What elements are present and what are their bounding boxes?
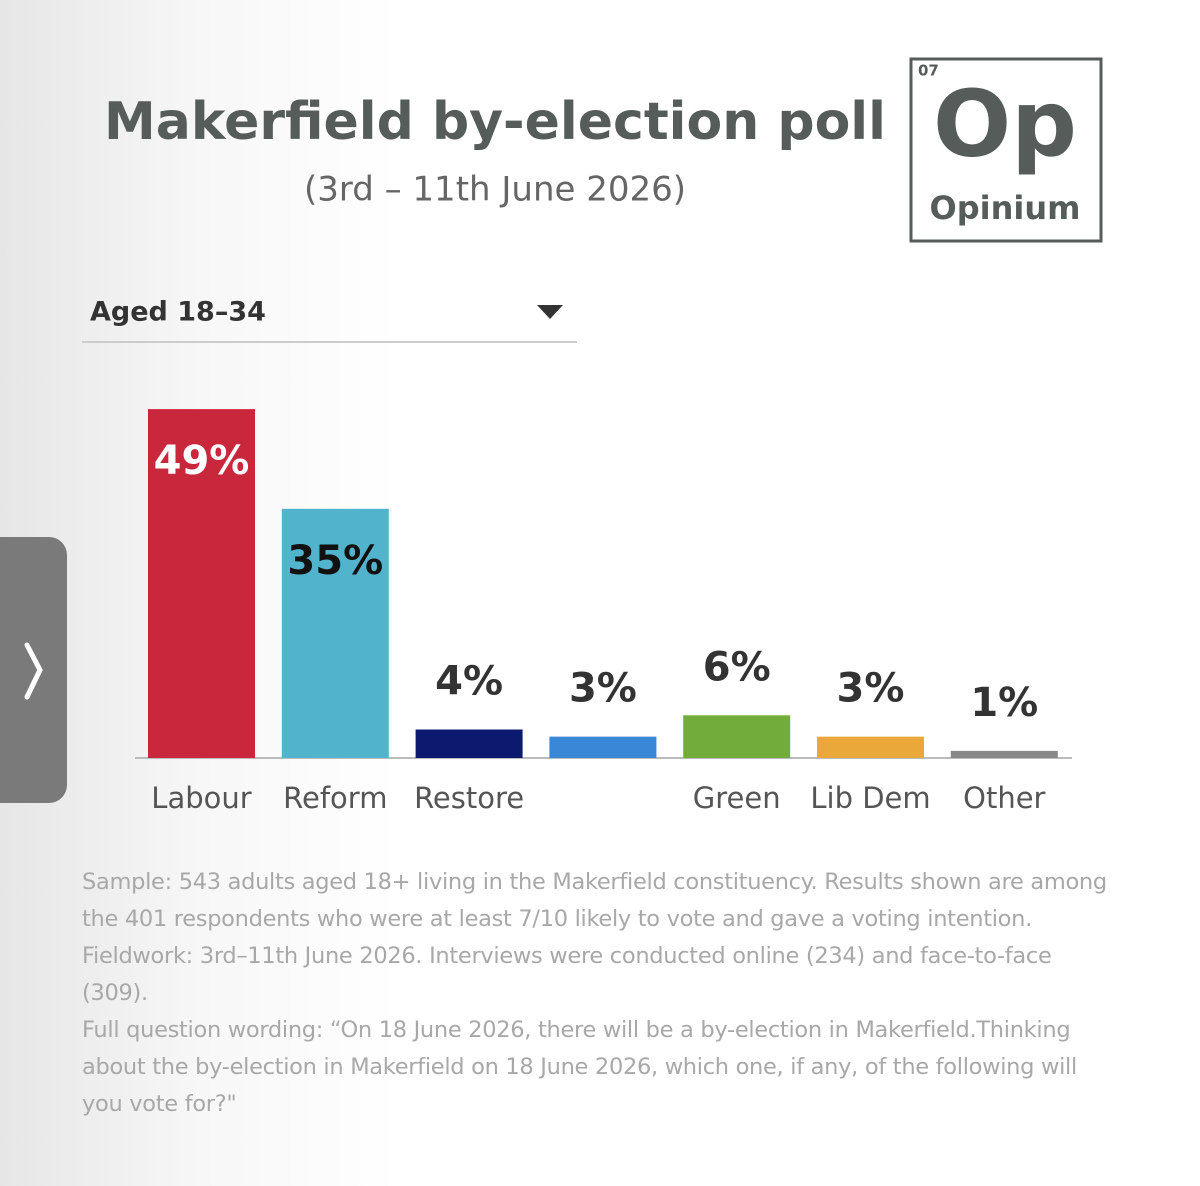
- bar: [148, 409, 255, 758]
- dropdown-label[interactable]: Aged 18–34: [90, 297, 266, 328]
- value-label: 1%: [970, 680, 1038, 726]
- bar: [817, 736, 924, 758]
- bar: [549, 736, 657, 758]
- value-label: 4%: [435, 659, 503, 705]
- footnote: Sample: 543 adults aged 18+ living in th…: [82, 864, 1112, 1123]
- bar: [415, 729, 523, 758]
- x-tick-label: Labour: [151, 781, 251, 815]
- value-label: 3%: [837, 666, 905, 712]
- x-tick-label: Green: [693, 781, 781, 815]
- footnote-question: Full question wording: “On 18 June 2026,…: [82, 1017, 1077, 1117]
- value-label: 3%: [569, 666, 637, 712]
- chart-subtitle: (3rd – 11th June 2026): [304, 170, 686, 210]
- bar: [281, 508, 389, 758]
- value-label: 35%: [287, 538, 383, 584]
- bar: [950, 750, 1058, 758]
- value-label: 49%: [154, 438, 250, 484]
- chart-title: Makerfield by-election poll: [104, 92, 886, 152]
- logo-number: 07: [918, 62, 939, 80]
- x-tick-label: Other: [963, 781, 1045, 815]
- x-tick-label: Reform: [283, 781, 387, 815]
- logo-name: Opinium: [930, 189, 1081, 227]
- logo-box: [909, 57, 1103, 243]
- side-tab-arrow: [24, 642, 43, 700]
- logo-symbol: Op: [933, 70, 1077, 177]
- footnote-sample: Sample: 543 adults aged 18+ living in th…: [82, 869, 1107, 1006]
- dropdown-arrow[interactable]: [537, 305, 563, 319]
- x-tick-label: Lib Dem: [810, 781, 930, 815]
- bar: [683, 715, 791, 758]
- value-label: 6%: [703, 644, 771, 690]
- side-tab[interactable]: [0, 537, 67, 803]
- x-tick-label: Restore: [414, 781, 524, 815]
